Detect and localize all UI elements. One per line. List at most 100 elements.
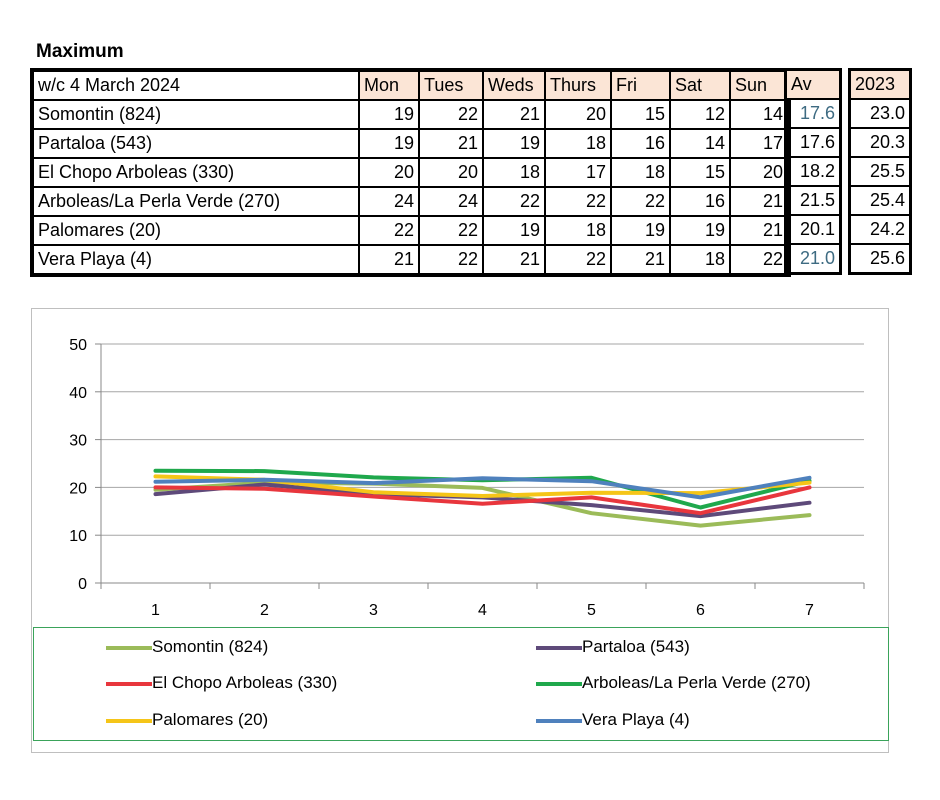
legend-swatch — [106, 682, 152, 686]
average-row: 18.2 — [784, 156, 842, 187]
max-temp-cell: 21 — [729, 186, 790, 217]
previous-year-cell: 23.0 — [848, 98, 912, 129]
max-temp-cell: 15 — [610, 99, 671, 130]
station-name: Arboleas/La Perla Verde (270) — [31, 186, 360, 217]
table-header-row: w/c 4 March 2024 Mon Tues Weds Thurs Fri Sat Su… — [31, 69, 790, 101]
max-temp-cell: 19 — [482, 215, 546, 246]
max-temp-cell: 19 — [669, 215, 731, 246]
legend-swatch — [536, 719, 582, 723]
average-row: 20.1 — [784, 214, 842, 245]
x-tick-label: 3 — [369, 602, 378, 619]
max-temp-cell: 21 — [482, 244, 546, 276]
previous-year-row: 25.5 — [848, 156, 912, 187]
average-cell: 18.2 — [784, 156, 842, 187]
x-tick-label: 2 — [260, 602, 269, 619]
previous-year-row: 23.0 — [848, 98, 912, 129]
previous-year-table: 2023 23.0 20.3 25.5 25.4 24.2 25.6 — [848, 68, 912, 275]
max-temp-cell: 21 — [610, 244, 671, 276]
max-temp-cell: 15 — [669, 157, 731, 188]
legend-label: El Chopo Arboleas (330) — [152, 673, 338, 692]
legend-label: Palomares (20) — [152, 710, 269, 729]
y-tick-label: 30 — [69, 433, 87, 450]
day-header-tues: Tues — [418, 69, 484, 101]
legend-swatch — [536, 682, 582, 686]
previous-year-cell: 24.2 — [848, 214, 912, 245]
max-temp-cell: 14 — [669, 128, 731, 159]
average-header-row: Av — [784, 68, 842, 100]
max-temp-cell: 18 — [544, 128, 612, 159]
station-name: Palomares (20) — [31, 215, 360, 246]
series-line-6 — [153, 475, 812, 500]
average-cell: 20.1 — [784, 214, 842, 245]
average-row: 17.6 — [784, 127, 842, 158]
max-temp-cell: 21 — [729, 215, 790, 246]
max-temp-cell: 20 — [358, 157, 420, 188]
previous-year-row: 24.2 — [848, 214, 912, 245]
station-name: Partaloa (543) — [31, 128, 360, 159]
max-temp-cell: 24 — [358, 186, 420, 217]
day-header-weds: Weds — [482, 69, 546, 101]
station-name: Somontin (824) — [31, 99, 360, 130]
legend-swatch — [106, 719, 152, 723]
max-temp-cell: 22 — [610, 186, 671, 217]
max-temp-cell: 19 — [482, 128, 546, 159]
max-temp-cell: 22 — [729, 244, 790, 276]
x-tick-label: 4 — [478, 602, 487, 619]
max-temp-cell: 19 — [358, 99, 420, 130]
line-chart: 0 10 20 30 40 50 1 2 3 4 5 6 7 — [69, 337, 865, 619]
day-header-mon: Mon — [358, 69, 420, 101]
max-temp-cell: 22 — [544, 186, 612, 217]
average-table: Av 17.6 17.6 18.2 21.5 20.1 21.0 — [784, 68, 842, 275]
y-tick-label: 50 — [69, 337, 87, 354]
x-tick-label: 7 — [805, 602, 814, 619]
max-temp-cell: 18 — [544, 215, 612, 246]
y-tick-label: 0 — [78, 576, 87, 593]
day-header-sat: Sat — [669, 69, 731, 101]
legend-label: Partaloa (543) — [582, 637, 690, 656]
average-row: 17.6 — [784, 98, 842, 129]
max-temp-cell: 21 — [482, 99, 546, 130]
previous-year-cell: 25.4 — [848, 185, 912, 216]
previous-year-cell: 25.5 — [848, 156, 912, 187]
max-temp-cell: 22 — [358, 215, 420, 246]
max-temp-cell: 22 — [418, 215, 484, 246]
previous-year-header-row: 2023 — [848, 68, 912, 100]
day-header-sun: Sun — [729, 69, 790, 101]
station-name: El Chopo Arboleas (330) — [31, 157, 360, 188]
max-temp-cell: 17 — [729, 128, 790, 159]
table-row: Partaloa (543) 19 21 19 18 16 14 17 — [31, 128, 790, 159]
max-temp-cell: 20 — [418, 157, 484, 188]
chart-legend: Somontin (824) Partaloa (543) El Chopo Arb… — [33, 627, 889, 741]
x-tick-label: 5 — [587, 602, 596, 619]
day-header-fri: Fri — [610, 69, 671, 101]
x-tick-label: 1 — [151, 602, 160, 619]
temperature-table: w/c 4 March 2024 Mon Tues Weds Thurs Fri Sat Su… — [30, 68, 791, 277]
max-temp-cell: 20 — [544, 99, 612, 130]
week-label: w/c 4 March 2024 — [31, 69, 360, 101]
average-cell: 17.6 — [784, 127, 842, 158]
previous-year-row: 20.3 — [848, 127, 912, 158]
legend-label: Vera Playa (4) — [582, 710, 690, 729]
max-temp-cell: 19 — [358, 128, 420, 159]
average-row: 21.0 — [784, 243, 842, 275]
max-temp-cell: 21 — [358, 244, 420, 276]
y-tick-label: 10 — [69, 528, 87, 545]
average-cell: 21.5 — [784, 185, 842, 216]
table-heading: Maximum — [36, 41, 124, 62]
max-temp-cell: 24 — [418, 186, 484, 217]
max-temp-cell: 17 — [544, 157, 612, 188]
table-row: El Chopo Arboleas (330) 20 20 18 17 18 15 20 — [31, 157, 790, 188]
table-row: Arboleas/La Perla Verde (270) 24 24 22 22 22 1… — [31, 186, 790, 217]
series-line-3 — [153, 485, 812, 516]
previous-year-cell: 20.3 — [848, 127, 912, 158]
max-temp-cell: 20 — [729, 157, 790, 188]
chart-frame — [31, 308, 889, 753]
table-row: Somontin (824) 19 22 21 20 15 12 14 — [31, 99, 790, 130]
max-temp-cell: 22 — [544, 244, 612, 276]
max-temp-cell: 16 — [610, 128, 671, 159]
legend-swatch — [106, 646, 152, 650]
max-temp-cell: 18 — [669, 244, 731, 276]
max-temp-cell: 19 — [610, 215, 671, 246]
average-cell: 17.6 — [784, 98, 842, 129]
legend-label: Arboleas/La Perla Verde (270) — [582, 673, 811, 692]
